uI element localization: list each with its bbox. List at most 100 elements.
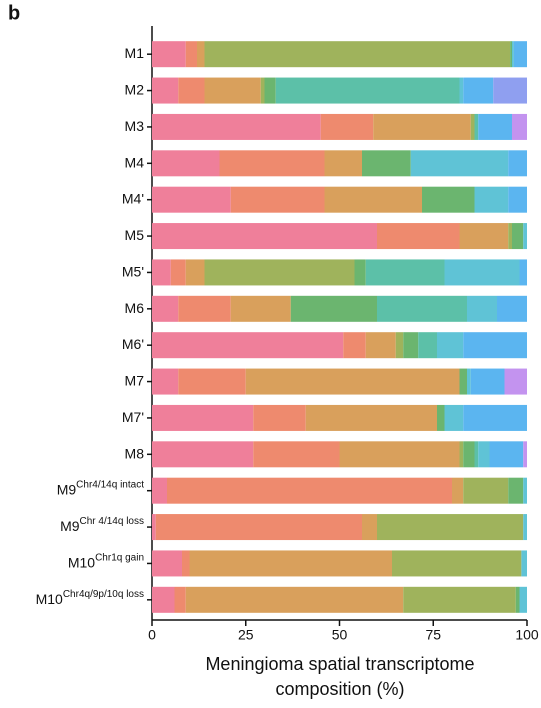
bar-segment xyxy=(204,41,511,68)
bar-segment xyxy=(508,223,512,250)
bar-segment xyxy=(519,586,527,613)
bar-segment xyxy=(470,368,505,395)
bar-segment xyxy=(152,41,186,68)
bar-segment xyxy=(463,332,527,359)
y-tick-label: M6' xyxy=(122,336,144,352)
x-axis-label: Meningioma spatial transcriptome xyxy=(205,654,474,674)
category-name: M8 xyxy=(125,445,145,461)
bar-segment xyxy=(152,477,167,504)
bar-segment xyxy=(395,332,404,359)
bar-segment xyxy=(467,295,497,322)
bar-segment xyxy=(185,41,197,68)
y-tick-label: M2 xyxy=(125,81,145,97)
bar-segment xyxy=(324,186,422,213)
category-name: M9 xyxy=(57,481,77,497)
bar-segment xyxy=(478,441,490,468)
bar-segment xyxy=(152,223,377,250)
category-name: M7' xyxy=(122,409,144,425)
bar-segment xyxy=(523,441,527,468)
x-tick-label: 75 xyxy=(425,627,441,643)
bar-segment xyxy=(230,295,291,322)
bar-segment xyxy=(513,41,527,68)
bar-segment xyxy=(512,41,514,68)
bar-segment xyxy=(504,368,527,395)
y-tick-label: M1 xyxy=(125,45,145,61)
category-name: M2 xyxy=(125,81,145,97)
category-name: M10 xyxy=(36,591,63,607)
bar-segment xyxy=(189,550,392,577)
panel-label: b xyxy=(8,2,20,24)
bar-segment xyxy=(197,41,205,68)
bar-segment xyxy=(155,514,362,541)
bar-segment xyxy=(152,404,254,431)
bar-segment xyxy=(463,441,475,468)
bar-segment xyxy=(185,586,404,613)
bar-segment xyxy=(377,514,524,541)
bar-segment xyxy=(459,441,464,468)
category-name: M6' xyxy=(122,336,144,352)
bar-segment xyxy=(305,404,437,431)
bar-segment xyxy=(497,295,527,322)
bar-segment xyxy=(178,77,205,104)
bar-segment xyxy=(204,259,355,286)
y-tick-label: M5 xyxy=(125,227,145,243)
bar-segment xyxy=(508,477,524,504)
bar-segment xyxy=(182,550,190,577)
bar-segment xyxy=(152,514,156,541)
bar-segment xyxy=(152,441,254,468)
bar-segment xyxy=(152,186,231,213)
y-tick-label: M10Chr1q gain xyxy=(68,552,144,570)
bar-segment xyxy=(365,332,396,359)
bar-segment xyxy=(152,77,179,104)
bar-segment xyxy=(515,586,520,613)
bar-segment xyxy=(470,113,475,140)
category-name: M1 xyxy=(125,45,145,61)
bar-segment xyxy=(152,368,179,395)
bar-segment xyxy=(152,113,321,140)
category-name: M4' xyxy=(122,190,144,206)
bar-segment xyxy=(170,259,186,286)
bar-segment xyxy=(523,223,527,250)
bar-segment xyxy=(264,77,276,104)
bar-segment xyxy=(403,586,516,613)
x-tick-label: 25 xyxy=(238,627,254,643)
bar-segment xyxy=(521,550,527,577)
y-tick-label: M4' xyxy=(122,190,144,206)
bar-segment xyxy=(152,295,179,322)
bar-segment xyxy=(245,368,460,395)
bar-segment xyxy=(152,332,344,359)
y-tick-label: M3 xyxy=(125,118,145,134)
bar-segment xyxy=(437,332,464,359)
bar-segment xyxy=(459,223,509,250)
category-name: M10 xyxy=(68,554,95,570)
category-superscript: Chr4/14q intact xyxy=(76,479,144,490)
bar-segment xyxy=(444,259,520,286)
bar-segment xyxy=(343,332,366,359)
bar-segment xyxy=(392,550,522,577)
bar-segment xyxy=(463,477,509,504)
bar-segment xyxy=(354,259,366,286)
y-tick-label: M4 xyxy=(125,154,145,170)
bar-segment xyxy=(275,77,460,104)
bar-segment xyxy=(365,259,445,286)
bar-segment xyxy=(362,514,377,541)
bar-segment xyxy=(493,77,527,104)
bar-segment xyxy=(174,586,186,613)
category-name: M5' xyxy=(122,263,144,279)
bar-segment xyxy=(512,223,524,250)
bar-segment xyxy=(489,441,524,468)
category-name: M4 xyxy=(125,154,145,170)
category-name: M7 xyxy=(125,372,145,388)
bar-segment xyxy=(403,332,419,359)
x-tick-label: 0 xyxy=(148,627,156,643)
bar-segment xyxy=(418,332,437,359)
bar-segment xyxy=(508,150,527,177)
bar-segment xyxy=(152,550,182,577)
bar-segment xyxy=(253,404,306,431)
bar-segment xyxy=(467,368,471,395)
bar-segment xyxy=(459,368,467,395)
y-tick-label: M10Chr4q/9p/10q loss xyxy=(36,588,144,606)
category-name: M9 xyxy=(60,518,80,534)
bar-segment xyxy=(204,77,261,104)
